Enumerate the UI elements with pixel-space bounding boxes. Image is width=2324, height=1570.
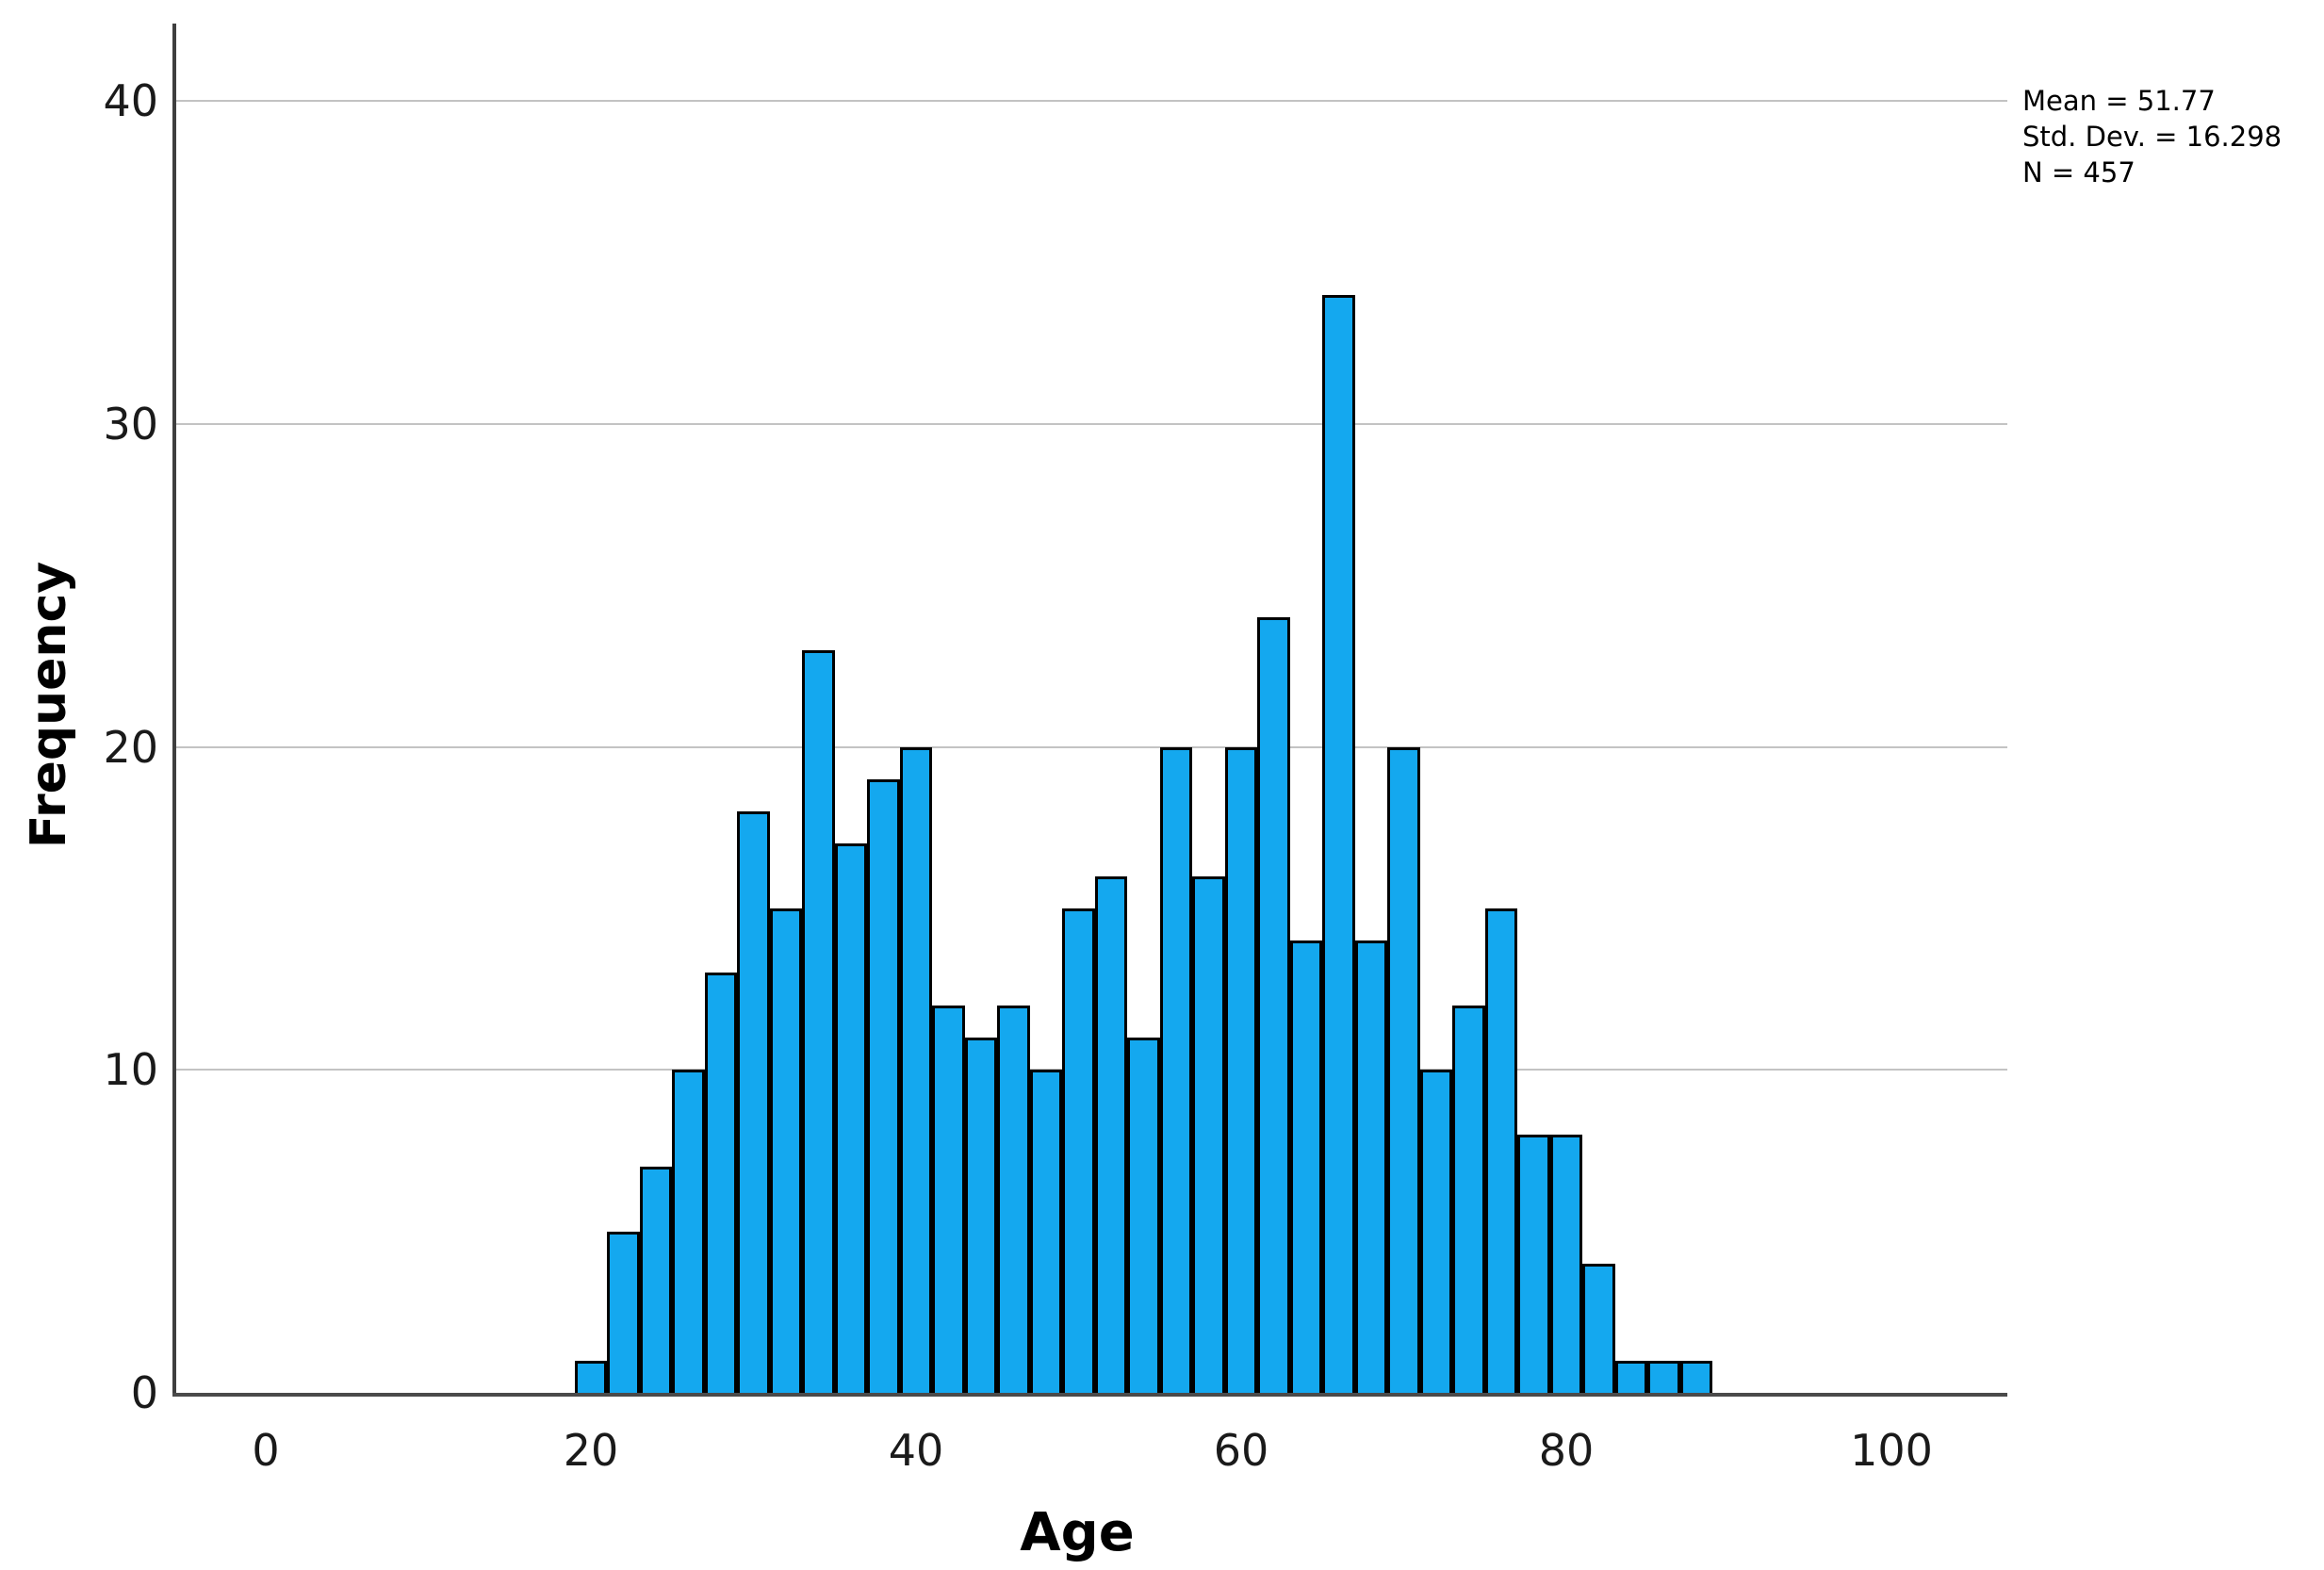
histogram-bar [1192,875,1225,1393]
x-tick-label: 0 [252,1425,280,1476]
histogram-bar [932,1005,965,1393]
histogram-bar [1029,1070,1063,1393]
histogram-bar [899,746,933,1393]
histogram-bar [607,1231,640,1393]
y-tick-label: 30 [103,398,158,450]
x-tick-label: 20 [563,1425,619,1476]
histogram-bar [997,1005,1030,1393]
gridline-y-30 [176,422,2007,425]
y-tick-label: 20 [103,721,158,773]
x-tick-label: 40 [888,1425,944,1476]
x-tick-label: 100 [1850,1425,1933,1476]
stats-std-dev: Std. Dev. = 16.298 [2022,121,2283,153]
histogram-bar [639,1167,673,1393]
histogram-bar [867,778,900,1393]
histogram-bar [1484,908,1518,1393]
histogram-bar [1614,1360,1648,1393]
histogram-bar [672,1070,705,1393]
histogram-bar [1289,940,1323,1393]
gridline-y-40 [176,100,2007,102]
stats-annotation: Mean = 51.77 Std. Dev. = 16.298 N = 457 [2022,83,2282,190]
histogram-bar [1062,908,1095,1393]
histogram-bar [1452,1005,1485,1393]
histogram-bar [574,1360,608,1393]
histogram-bar [769,908,803,1393]
histogram-bar [834,843,868,1393]
x-tick-label: 80 [1538,1425,1595,1476]
y-axis-title: Frequency [21,561,77,849]
histogram-bar [1517,1134,1550,1393]
histogram-bar [1354,940,1388,1393]
x-tick-label: 60 [1213,1425,1269,1476]
histogram-bar [1387,746,1420,1393]
histogram-bar [964,1037,998,1393]
histogram-bar [1322,294,1355,1393]
y-tick-label: 10 [103,1044,158,1096]
histogram-bar [1094,875,1128,1393]
stats-n: N = 457 [2022,156,2136,188]
gridline-y-20 [176,745,2007,748]
y-axis-line [172,24,176,1393]
histogram-bar [802,649,835,1393]
histogram-bar [737,811,770,1393]
histogram-bar [704,973,738,1393]
x-axis-title: Age [1020,1502,1135,1563]
histogram-bar [1647,1360,1680,1393]
stats-mean: Mean = 51.77 [2022,85,2216,117]
histogram-bar [1582,1263,1615,1393]
histogram-bar [1127,1037,1160,1393]
histogram-bar [1679,1360,1713,1393]
histogram-bar [1159,746,1193,1393]
histogram-bar [1549,1134,1583,1393]
y-tick-label: 40 [103,75,158,126]
histogram-bar [1224,746,1258,1393]
y-tick-label: 0 [130,1367,158,1418]
histogram-bar [1257,617,1290,1393]
x-axis-line [172,1393,2007,1397]
histogram-bar [1419,1070,1453,1393]
plot-area [172,24,2007,1397]
